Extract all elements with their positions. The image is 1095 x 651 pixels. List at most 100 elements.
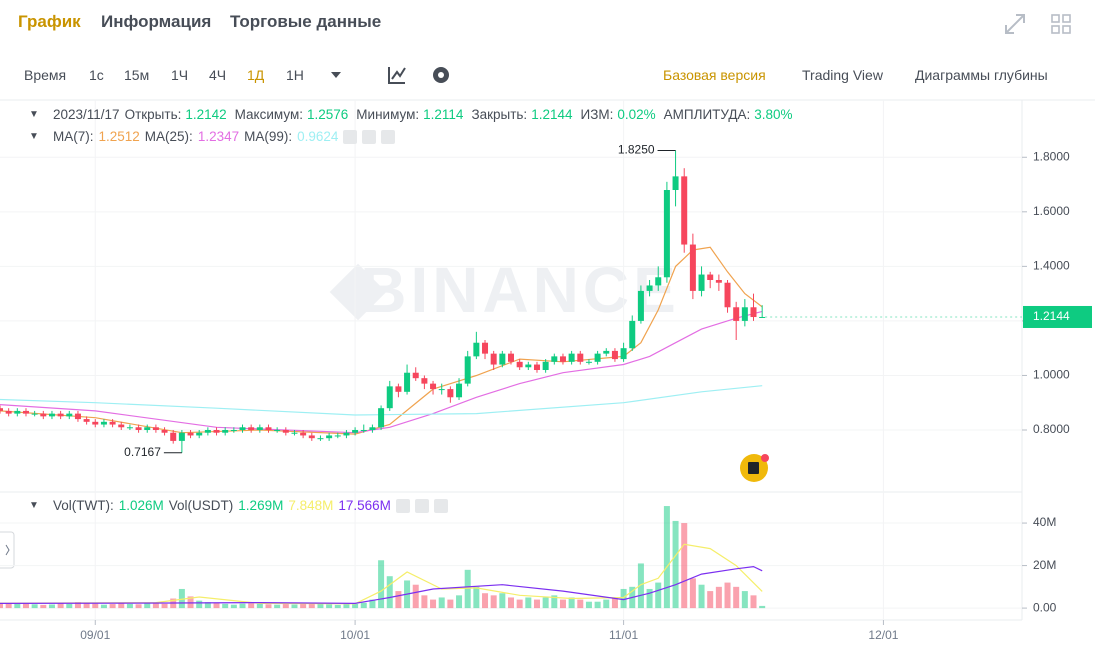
expand-icon[interactable] [1005, 14, 1025, 34]
volume-bar [698, 584, 705, 609]
volume-bar [300, 603, 307, 609]
ohlc-label: ИЗМ: [580, 107, 614, 122]
more-intervals[interactable] [331, 72, 341, 78]
candle-body [715, 280, 722, 283]
candle-body [256, 427, 263, 430]
volume-bar [707, 591, 714, 609]
volume-bar [291, 604, 298, 609]
candle-body [83, 419, 90, 422]
eye-icon[interactable] [343, 130, 358, 145]
volume-bar [533, 599, 540, 609]
candle-body [31, 413, 38, 415]
toolbar-label: Время [24, 67, 67, 83]
layout-icon[interactable] [1051, 14, 1071, 34]
interval-button[interactable]: 4Ч [209, 67, 227, 83]
close-icon[interactable] [381, 130, 396, 145]
candle-body [603, 350, 610, 354]
notes-button[interactable] [740, 454, 769, 482]
indicator-icon[interactable] [388, 67, 406, 84]
volume-label: Vol(USDT) [168, 498, 234, 513]
candle-body [707, 274, 714, 280]
candle-body [499, 353, 506, 365]
volume-bar [750, 595, 757, 609]
volume-bar [222, 603, 229, 609]
ma-value: 1.2347 [197, 129, 240, 144]
settings-icon[interactable] [414, 499, 429, 514]
volume-bar [326, 604, 333, 609]
y-tick-label: 1.0000 [1033, 368, 1070, 382]
volume-bar [603, 599, 610, 609]
volume-bar [0, 602, 3, 609]
candle-body [568, 353, 575, 362]
interval-button[interactable]: 15м [124, 67, 150, 83]
candle-body [57, 413, 64, 417]
volume-bar [22, 602, 29, 609]
ohlc-legend: ▼ 2023/11/17 Открыть: 1.2142 Максимум: 1.2576… [29, 106, 801, 124]
candle-body [352, 430, 359, 433]
candle-body [109, 421, 116, 425]
settings-icon[interactable] [433, 67, 449, 83]
volume-bar [646, 588, 653, 609]
volume-bar [473, 586, 480, 609]
volume-bar [559, 599, 566, 609]
view-button[interactable]: Trading View [802, 67, 883, 83]
candle-body [118, 424, 125, 428]
y-tick-label: 40M [1033, 515, 1056, 529]
interval-button[interactable]: 1с [89, 67, 104, 83]
volume-bar [655, 582, 662, 609]
last-price-tag [1023, 305, 1092, 328]
candle-body [40, 413, 47, 417]
annotation-label: 0.7167 [124, 445, 161, 459]
volume-value: 1.026M [118, 498, 164, 513]
candle-body [629, 320, 636, 349]
tab[interactable]: График [18, 12, 81, 31]
volume-bar [369, 599, 376, 609]
eye-icon[interactable] [395, 499, 410, 514]
volume-bar [100, 604, 107, 609]
tab[interactable]: Информация [101, 12, 212, 31]
candle-body [274, 430, 281, 431]
candle-body [490, 353, 497, 365]
tab[interactable]: Торговые данные [230, 12, 382, 31]
interval-button[interactable]: 1Д [247, 67, 265, 83]
x-tick-label: 09/01 [80, 628, 110, 642]
candle-body [230, 430, 237, 431]
candle-body [100, 421, 107, 425]
view-button[interactable]: Диаграммы глубины [915, 67, 1048, 83]
volume-bar [308, 603, 315, 609]
volume-bar [126, 603, 133, 609]
volume-bar [334, 604, 341, 609]
volume-bar [187, 596, 194, 609]
candle-body [508, 353, 514, 362]
volume-bar [135, 604, 142, 609]
candle-body [525, 364, 532, 368]
candle-body [577, 353, 584, 362]
candle-body [0, 408, 3, 411]
ma-legend: ▼ MA(7): 1.2512 MA(25): 1.2347 MA(99): 0.9624 [29, 128, 400, 146]
candle-body [438, 389, 445, 391]
volume-bar [352, 603, 359, 609]
volume-label: Vol(TWT): [53, 498, 114, 513]
view-button[interactable]: Базовая версия [663, 67, 766, 83]
candle-body [542, 361, 549, 370]
candle-body [126, 427, 133, 429]
volume-bar [585, 601, 592, 609]
interval-button[interactable]: 1Н [286, 67, 304, 83]
settings-icon[interactable] [362, 130, 377, 145]
volume-bar [360, 602, 367, 609]
candle-body [533, 364, 540, 370]
candle-body [300, 432, 307, 436]
candle-body [308, 435, 315, 439]
close-icon[interactable] [433, 499, 448, 514]
interval-button[interactable]: 1Ч [171, 67, 189, 83]
ohlc-value: 0.02% [617, 107, 656, 122]
volume-bar [92, 603, 99, 609]
collapse-caret: ▼ [29, 109, 39, 120]
volume-bar [741, 591, 748, 609]
volume-bar [48, 604, 55, 609]
volume-bar [689, 578, 696, 609]
volume-bar [447, 599, 454, 609]
collapse-tab[interactable] [0, 531, 15, 569]
collapse-caret: ▼ [29, 131, 39, 142]
candle-body [66, 413, 73, 417]
